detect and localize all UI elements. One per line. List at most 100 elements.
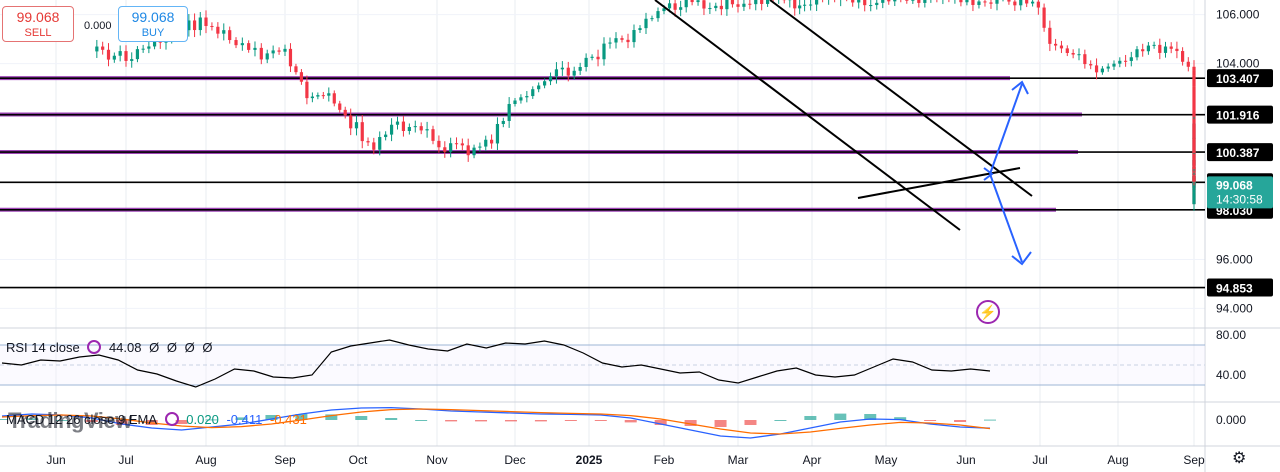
candle-body bbox=[748, 3, 752, 5]
macd-legend[interactable]: MACD 12 26 close 9 EMA 0.020 -0.411 -0.4… bbox=[6, 412, 311, 427]
candle-body bbox=[719, 5, 723, 10]
candle-body bbox=[614, 38, 618, 43]
candle-body bbox=[1135, 49, 1139, 58]
candle-body bbox=[662, 8, 666, 12]
candle-body bbox=[1106, 66, 1110, 69]
candle-body bbox=[1036, 1, 1040, 8]
candle-body bbox=[632, 30, 636, 43]
arrow-center-head bbox=[983, 167, 994, 181]
time-tick-0: Jun bbox=[46, 453, 65, 467]
candle-body bbox=[917, 0, 921, 3]
time-tick-10: Apr bbox=[803, 453, 822, 467]
macd-settings-icon[interactable] bbox=[164, 412, 179, 426]
candle-body bbox=[714, 5, 718, 9]
candle-body bbox=[708, 8, 712, 10]
candle-body bbox=[327, 93, 331, 96]
price-tick-3: 94.000 bbox=[1216, 301, 1253, 315]
macd-hist-bar bbox=[415, 420, 428, 421]
candle-body bbox=[590, 56, 594, 58]
macd-hist-bar bbox=[564, 420, 577, 421]
candle-body bbox=[905, 0, 909, 1]
time-tick-6: Dec bbox=[504, 453, 525, 467]
rsi-line bbox=[1, 339, 991, 388]
candle-body bbox=[198, 17, 202, 31]
candle-body bbox=[560, 67, 564, 70]
buy-button[interactable]: 99.068 BUY bbox=[118, 6, 188, 42]
level-tag-bg-1 bbox=[1207, 105, 1273, 124]
macd-line-value: -0.411 bbox=[226, 412, 263, 427]
candle-body bbox=[959, 0, 963, 3]
candle-body bbox=[736, 4, 740, 7]
candle-body bbox=[277, 50, 281, 52]
candle-body bbox=[809, 4, 813, 6]
lightning-icon[interactable]: ⚡ bbox=[976, 300, 1000, 324]
candle-body bbox=[259, 47, 263, 60]
gear-icon[interactable]: ⚙ bbox=[1232, 450, 1247, 467]
candle-body bbox=[1163, 46, 1168, 53]
macd-hist-bar bbox=[325, 414, 338, 420]
rsi-extra-3: Ø bbox=[202, 340, 213, 355]
rsi-settings-icon[interactable] bbox=[87, 340, 102, 354]
macd-hist-bar bbox=[624, 420, 637, 423]
candle-body bbox=[760, 0, 764, 4]
time-tick-9: Mar bbox=[728, 453, 749, 467]
candle-body bbox=[354, 122, 359, 129]
candle-body bbox=[265, 53, 269, 60]
candle-body bbox=[101, 46, 105, 50]
candle-body bbox=[1089, 64, 1093, 66]
candle-body bbox=[1186, 61, 1190, 67]
candle-body bbox=[1192, 160, 1196, 175]
macd-hist-bar bbox=[924, 420, 937, 421]
macd-hist-bar bbox=[55, 420, 68, 421]
candle-body bbox=[1059, 45, 1064, 49]
candle-body bbox=[798, 5, 802, 9]
macd-hist-bar bbox=[205, 419, 218, 421]
candle-body bbox=[673, 3, 677, 10]
candle-body bbox=[911, 0, 915, 1]
candle-body bbox=[679, 7, 683, 10]
candle-body bbox=[875, 2, 879, 6]
candle-body bbox=[216, 26, 220, 34]
candle-body bbox=[1192, 123, 1196, 139]
macd-hist-bar bbox=[834, 413, 847, 420]
candle-body bbox=[543, 81, 547, 86]
candle-body bbox=[130, 59, 134, 61]
sell-price: 99.068 bbox=[16, 9, 60, 25]
macd-hist-bar bbox=[774, 420, 787, 421]
candle-body bbox=[147, 46, 151, 49]
time-tick-13: Jul bbox=[1032, 453, 1047, 467]
candle-body bbox=[95, 46, 99, 52]
macd-signal-value: -0.431 bbox=[269, 412, 307, 427]
candle-body bbox=[989, 2, 993, 4]
current-price-label: 99.068 bbox=[1216, 178, 1253, 192]
tradingview-watermark: TradingView bbox=[8, 408, 132, 433]
candle-body bbox=[135, 49, 140, 60]
candle-body bbox=[513, 100, 517, 104]
macd-hist-bar bbox=[684, 420, 697, 426]
candle-body bbox=[1013, 1, 1017, 6]
candle-body bbox=[449, 143, 453, 152]
candle-body bbox=[566, 67, 570, 76]
candle-body bbox=[472, 147, 476, 156]
candle-body bbox=[372, 142, 376, 150]
sell-button[interactable]: 99.068 SELL bbox=[2, 6, 74, 42]
candle-body bbox=[965, 0, 969, 3]
candle-body bbox=[299, 72, 304, 82]
rsi-legend[interactable]: RSI 14 close 44.08 Ø Ø Ø Ø bbox=[6, 340, 217, 355]
rsi-tick-1: 40.00 bbox=[1216, 368, 1246, 382]
candle-body bbox=[869, 5, 873, 7]
candle-body bbox=[742, 3, 746, 7]
macd-hist-bar bbox=[25, 418, 38, 420]
candle-body bbox=[1141, 49, 1145, 52]
macd-hist-bar bbox=[235, 417, 248, 420]
candle-body bbox=[407, 127, 411, 131]
level-tag-bg-0 bbox=[1207, 69, 1273, 88]
candle-body bbox=[332, 93, 336, 104]
candle-body bbox=[431, 129, 435, 141]
candle-body bbox=[288, 48, 293, 67]
candle-body bbox=[395, 121, 400, 125]
candle-body bbox=[1025, 0, 1029, 4]
candle-body bbox=[887, 0, 891, 2]
macd-hist-bar bbox=[475, 420, 488, 422]
